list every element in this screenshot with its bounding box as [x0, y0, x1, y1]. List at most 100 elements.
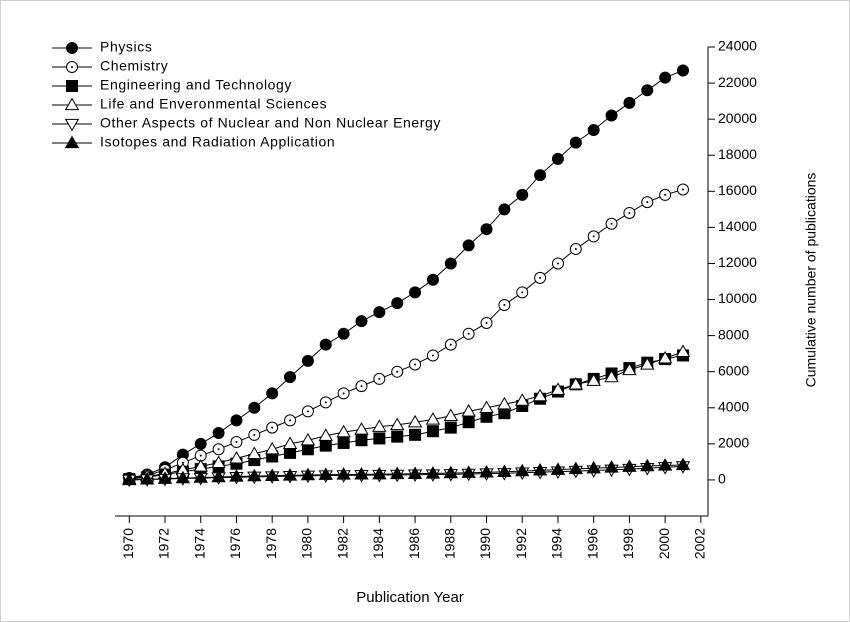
data-point [444, 257, 457, 270]
marker-dot [521, 291, 524, 294]
marker-dot [396, 370, 399, 373]
data-point [336, 467, 351, 480]
data-point [640, 357, 655, 370]
y-tick-label: 18000 [718, 146, 757, 162]
data-point [657, 350, 673, 364]
data-point [532, 463, 548, 476]
data-point [550, 382, 566, 395]
data-point [675, 457, 691, 471]
data-point [247, 446, 262, 459]
data-point [604, 369, 619, 383]
data-point [675, 344, 691, 358]
data-point [300, 432, 316, 446]
legend-label: Physics [100, 39, 152, 55]
x-tick-label: 1986 [406, 528, 422, 559]
x-tick-label: 2002 [692, 528, 708, 559]
data-point [498, 203, 511, 216]
marker-dot [271, 426, 274, 429]
data-point [391, 430, 404, 443]
series-line [129, 189, 684, 479]
data-point [532, 388, 548, 402]
data-point [229, 450, 244, 464]
x-tick-label: 1998 [620, 528, 636, 559]
y-tick-label: 10000 [718, 290, 757, 306]
x-tick-label: 1992 [513, 528, 529, 559]
data-point [318, 428, 333, 441]
data-point [425, 412, 441, 425]
data-point [462, 416, 475, 429]
data-point [407, 414, 423, 428]
data-point [605, 109, 618, 122]
data-point [479, 400, 494, 413]
marker-dot [253, 433, 256, 436]
data-point [409, 286, 422, 299]
marker-dot [217, 448, 220, 451]
y-axis-label: Cumulative number of publications [803, 173, 819, 388]
data-point [640, 458, 655, 472]
data-point [194, 437, 207, 450]
marker-dot [539, 276, 542, 279]
data-point [461, 465, 476, 478]
data-point [515, 463, 530, 477]
data-point [426, 273, 439, 286]
data-point [248, 401, 261, 414]
data-point [425, 466, 441, 479]
y-tick-label: 12000 [718, 254, 757, 270]
data-point [623, 96, 636, 109]
marker-dot [306, 410, 309, 413]
data-point [443, 408, 458, 422]
marker-dot [646, 201, 649, 204]
y-tick-label: 0 [718, 471, 726, 487]
data-point [229, 469, 244, 482]
y-tick-label: 4000 [718, 398, 749, 414]
data-point [659, 71, 672, 84]
data-point [212, 427, 225, 440]
data-point [319, 439, 332, 452]
y-tick-label: 14000 [718, 218, 757, 234]
data-point [230, 414, 243, 427]
series-line [129, 351, 684, 480]
x-tick-label: 1978 [263, 528, 279, 559]
data-point [443, 465, 458, 479]
legend-marker [64, 118, 80, 132]
data-point [587, 123, 600, 136]
data-point [426, 425, 439, 438]
marker-dot [414, 363, 417, 366]
marker-dot [681, 188, 684, 191]
data-point [568, 461, 584, 475]
marker-dot [449, 343, 452, 346]
data-point [372, 419, 387, 432]
data-point [516, 188, 529, 201]
data-point [319, 338, 332, 351]
data-point [676, 64, 689, 77]
x-tick-label: 1972 [156, 528, 172, 559]
marker-dot [342, 392, 345, 395]
data-point [462, 239, 475, 252]
data-point [622, 459, 637, 472]
marker-dot [378, 377, 381, 380]
data-point [515, 393, 530, 406]
data-point [391, 297, 404, 310]
data-point [444, 421, 457, 434]
data-point [337, 436, 350, 449]
data-point [569, 136, 582, 149]
legend-label: Chemistry [100, 58, 168, 74]
marker-dot [289, 419, 292, 422]
marker-dot [485, 321, 488, 324]
data-point [355, 434, 368, 447]
data-point [284, 371, 297, 384]
data-point [373, 432, 386, 445]
data-point [301, 354, 314, 367]
marker-dot [556, 262, 559, 265]
data-point [336, 424, 351, 438]
data-point [497, 396, 512, 410]
data-point [586, 460, 601, 474]
series-line [129, 354, 684, 480]
data-point [354, 467, 369, 480]
data-point [604, 460, 619, 473]
legend-label: Engineering and Technology [100, 77, 292, 93]
data-point [373, 306, 386, 319]
x-tick-label: 1988 [441, 528, 457, 559]
x-tick-label: 1980 [299, 528, 315, 559]
data-point [407, 466, 423, 479]
